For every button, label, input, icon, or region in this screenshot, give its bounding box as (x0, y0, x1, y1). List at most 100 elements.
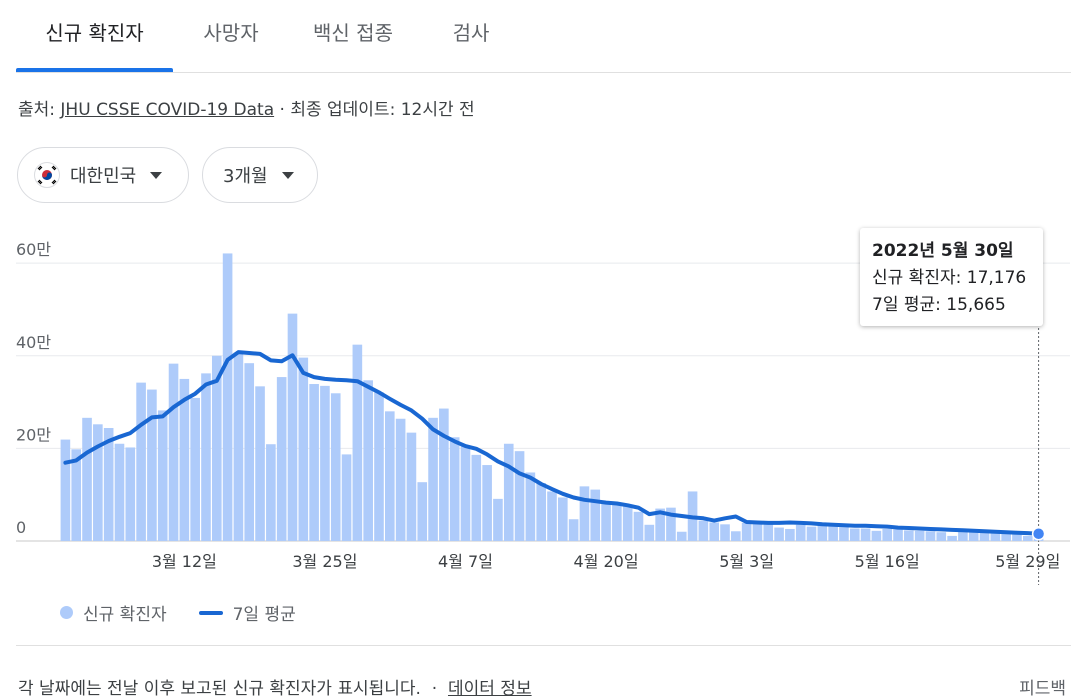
active-tab-indicator (16, 68, 173, 72)
case-bar (947, 535, 957, 541)
case-bar (731, 531, 741, 541)
legend-line-swatch (198, 610, 223, 615)
case-bar (741, 522, 752, 541)
case-bar (817, 524, 828, 541)
tooltip-average-row: 7일 평균: 15,665 (872, 292, 1031, 319)
data-info-link[interactable]: 데이터 정보 (447, 679, 532, 699)
case-bar (125, 447, 136, 541)
x-tick-label: 3월 12일 (152, 552, 217, 571)
case-bar (936, 532, 947, 541)
tooltip-cases-label: 신규 확진자: (872, 268, 962, 288)
case-bar (93, 424, 103, 541)
tab-vaccination[interactable]: 백신 접종 (298, 0, 408, 70)
case-bar (1022, 535, 1033, 541)
legend-bar-swatch (60, 606, 73, 619)
case-bar (882, 528, 893, 541)
case-bar (979, 532, 990, 541)
case-bar (568, 519, 579, 541)
tooltip-date: 2022년 5월 30일 (872, 241, 1014, 261)
average-line (63, 350, 1041, 536)
case-bar (633, 511, 644, 541)
tab-new-cases[interactable]: 신규 확진자 (16, 0, 173, 70)
y-tick-label: 60만 (16, 240, 51, 259)
case-bar (222, 253, 233, 541)
case-bar (157, 410, 168, 541)
case-bar (309, 384, 319, 541)
legend-line-label: 7일 평균 (232, 605, 296, 625)
case-bar (341, 454, 352, 541)
case-bar (644, 524, 655, 541)
x-tick-label: 3월 25일 (292, 552, 357, 571)
case-bar (287, 313, 298, 541)
tab-label: 검사 (452, 21, 490, 45)
case-bar (395, 418, 406, 541)
case-bar (990, 533, 1001, 541)
case-bar (71, 449, 82, 541)
tab-testing[interactable]: 검사 (436, 0, 506, 70)
y-tick-label: 20만 (16, 425, 51, 444)
south-korea-flag-icon (34, 162, 60, 188)
tooltip-cases-value: 17,176 (966, 268, 1027, 288)
case-bar (601, 502, 611, 541)
case-bar (374, 392, 384, 541)
source-link[interactable]: JHU CSSE COVID-19 Data (60, 100, 275, 120)
case-bar (60, 439, 71, 541)
case-bar (914, 530, 925, 541)
y-tick-label: 0 (16, 518, 26, 537)
source-prefix: 출처: (18, 100, 56, 120)
tab-label: 백신 접종 (313, 21, 393, 45)
case-bar (958, 529, 968, 541)
case-bar (1001, 533, 1011, 541)
footer-separator: · (431, 679, 438, 699)
x-tick-label: 5월 16일 (855, 552, 920, 571)
period-dropdown[interactable]: 3개월 (202, 147, 318, 203)
y-tick-label: 40만 (16, 333, 51, 352)
case-bar (114, 443, 125, 541)
footer-text: 각 날짜에는 전날 이후 보고된 신규 확진자가 표시됩니다. (18, 679, 421, 699)
case-bar (925, 531, 936, 541)
country-label: 대한민국 (70, 166, 137, 187)
footer-note: 각 날짜에는 전날 이후 보고된 신규 확진자가 표시됩니다. · 데이터 정보 (18, 674, 532, 699)
chevron-down-icon (281, 171, 294, 179)
case-bar (525, 472, 536, 541)
case-bar (806, 526, 817, 541)
case-bar (1012, 534, 1022, 541)
case-bar (255, 386, 265, 541)
case-bar (439, 408, 449, 541)
case-bar (968, 532, 979, 541)
case-bar (103, 428, 114, 541)
case-bar (590, 489, 601, 541)
case-bar (871, 530, 882, 541)
x-tick-label: 4월 7일 (438, 552, 493, 571)
case-bar (211, 355, 222, 541)
case-bar (136, 382, 146, 541)
case-bar (406, 432, 417, 541)
case-bar (190, 397, 200, 541)
case-bar (839, 527, 849, 541)
case-bar (244, 363, 255, 541)
case-bar (363, 380, 373, 541)
case-bar (179, 378, 190, 541)
case-bar (168, 363, 179, 541)
case-bar (774, 527, 784, 541)
tab-deaths[interactable]: 사망자 (186, 0, 276, 70)
case-bar (558, 497, 568, 541)
tooltip-cases-row: 신규 확진자: 17,176 (872, 265, 1031, 292)
country-dropdown[interactable]: 대한민국 (17, 147, 189, 203)
case-bar (612, 504, 622, 541)
x-tick-label: 5월 3일 (719, 552, 774, 571)
case-bar (460, 445, 471, 541)
tooltip-average-value: 15,665 (946, 295, 1006, 315)
case-bar (536, 483, 546, 541)
case-bar (503, 443, 514, 541)
case-bar (384, 411, 395, 541)
tab-bar: 신규 확진자 사망자 백신 접종 검사 (16, 0, 1071, 73)
chart-tooltip: 2022년 5월 30일 신규 확진자: 17,176 7일 평균: 15,66… (860, 228, 1043, 326)
case-bar (201, 373, 211, 541)
feedback-link[interactable]: 피드백 (1019, 679, 1066, 699)
tab-label: 사망자 (203, 21, 259, 45)
case-bar (763, 521, 774, 541)
source-line: 출처: JHU CSSE COVID-19 Data · 최종 업데이트: 12… (18, 95, 475, 120)
cases-chart: 0 20만 40만 60만 3월 12일 3월 25일 4월 7일 4월 20일 5월 3일 5월… (16, 240, 1070, 585)
period-label: 3개월 (223, 166, 268, 187)
